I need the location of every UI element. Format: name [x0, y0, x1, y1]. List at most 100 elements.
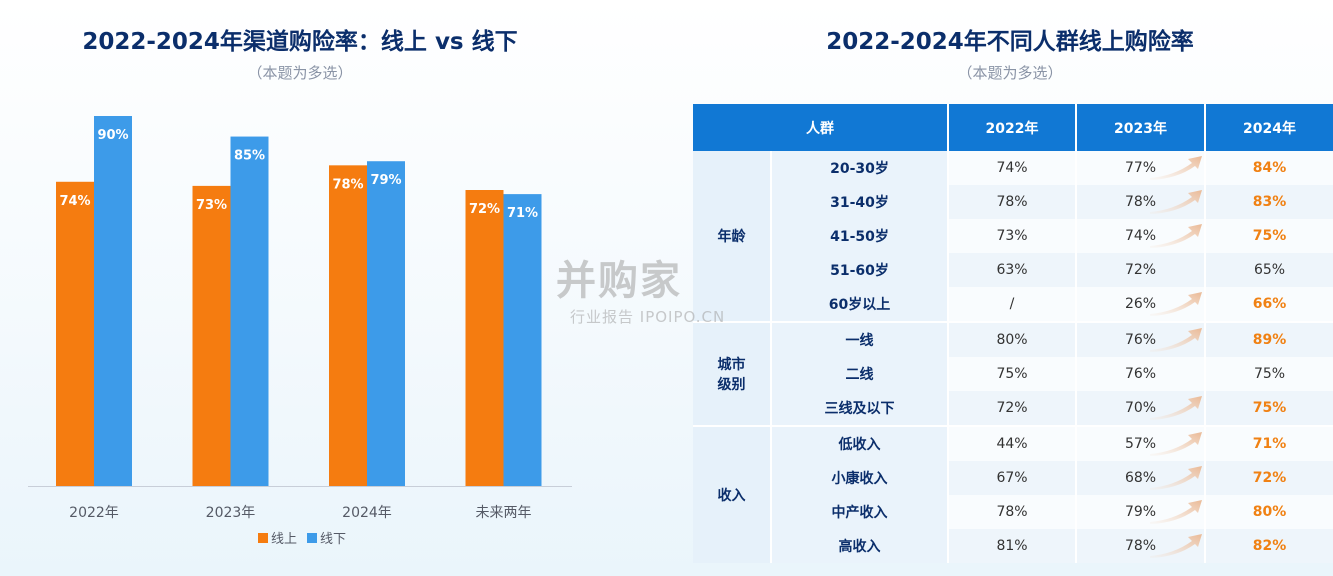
table-row: 二线 75% 76% 75% — [693, 357, 1333, 391]
legend-item: 线下 — [307, 528, 346, 547]
group-label: 收入 — [693, 425, 771, 563]
legend-label: 线上 — [271, 532, 298, 547]
value-2024: 89% — [1204, 321, 1333, 357]
bar-value-label: 73% — [196, 198, 227, 213]
value-2022: 75% — [947, 357, 1076, 391]
value-2022: 44% — [947, 425, 1076, 461]
bar-value-label: 79% — [370, 173, 401, 188]
value-2023-text: 57% — [1124, 436, 1157, 452]
value-2023-text: 77% — [1124, 160, 1157, 176]
value-2022: 73% — [947, 219, 1076, 253]
table-row: 年龄 20-30岁 74% 77% 84% — [693, 151, 1333, 322]
value-2024: 71% — [1204, 425, 1333, 461]
bar-value-label: 72% — [469, 202, 500, 217]
value-2024: 75% — [1204, 219, 1333, 253]
value-2024: 75% — [1204, 357, 1333, 391]
segment-label: 51-60岁 — [770, 253, 948, 287]
segment-label: 小康收入 — [770, 461, 948, 495]
legend-swatch — [258, 532, 268, 543]
value-2023-text: 26% — [1124, 296, 1157, 312]
value-2023-text: 79% — [1124, 504, 1157, 520]
table-row: 城市 级别 一线 80% 76% 89% — [693, 321, 1333, 426]
bar-value-label: 90% — [97, 128, 128, 143]
bar-线上-未来两年 — [465, 190, 504, 486]
value-2022: 74% — [947, 151, 1076, 185]
value-2023: 76% — [1075, 321, 1205, 357]
table-row: 三线及以下 72% 70% 75% — [693, 391, 1333, 426]
segment-label: 低收入 — [770, 425, 948, 461]
legend-swatch — [307, 532, 318, 543]
segment-label: 高收入 — [770, 529, 948, 563]
header-cell: 2024年 — [1204, 104, 1333, 151]
value-2023-text: 72% — [1124, 262, 1157, 278]
table-row: 中产收入 78% 79% 80% — [693, 495, 1333, 529]
bar-线上-2023年 — [192, 185, 231, 486]
channel-bar-chart: 74% 90% 2022年 73% 85% 2023年 78% 79% 2024年 72% 71% 未… — [28, 116, 572, 521]
segment-label: 一线 — [770, 321, 948, 357]
value-2024: 72% — [1204, 461, 1333, 495]
bar-chart-title: 2022-2024年渠道购险率：线上 vs 线下 — [82, 29, 518, 55]
table-row: 高收入 81% 78% 82% — [693, 529, 1333, 563]
segment-label: 60岁以上 — [770, 287, 948, 322]
segment-label: 中产收入 — [770, 495, 948, 529]
header-cell: 2023年 — [1075, 104, 1205, 151]
table-row: 41-50岁 73% 74% 75% — [693, 219, 1333, 253]
value-2023: 70% — [1075, 391, 1205, 426]
value-2023: 57% — [1075, 425, 1205, 461]
value-2024: 84% — [1204, 151, 1333, 185]
value-2023-text: 68% — [1124, 470, 1157, 486]
bar-线下-2022年 — [94, 116, 132, 486]
category-label: 2022年 — [69, 505, 119, 521]
header-cell: 人群 — [693, 104, 948, 151]
value-2022: 72% — [947, 391, 1076, 426]
value-2023: 78% — [1075, 185, 1205, 219]
segment-label: 41-50岁 — [770, 219, 948, 253]
value-2022: / — [947, 287, 1076, 322]
category-label: 2023年 — [206, 505, 256, 521]
online-rate-table: 人群 2022年 2023年 2024年 年龄 20-30岁 74% 77% 84% 31-40… — [693, 104, 1333, 563]
value-2022: 67% — [947, 461, 1076, 495]
value-2023: 76% — [1075, 357, 1205, 391]
value-2023: 78% — [1075, 529, 1205, 563]
table-row: 31-40岁 78% 78% 83% — [693, 185, 1333, 219]
category-label: 未来两年 — [476, 505, 532, 521]
value-2022: 81% — [947, 529, 1076, 563]
value-2023: 77% — [1075, 151, 1205, 185]
table-row: 60岁以上/ 26% 66% — [693, 287, 1333, 322]
value-2023-text: 76% — [1124, 332, 1157, 348]
table-subtitle: （本题为多选） — [957, 64, 1063, 82]
table-row: 51-60岁 63% 72% 65% — [693, 253, 1333, 287]
value-2023-text: 74% — [1124, 228, 1157, 244]
bar-value-label: 85% — [234, 149, 265, 164]
bar-线上-2022年 — [56, 181, 94, 486]
bar-value-label: 71% — [507, 206, 538, 221]
segment-label: 三线及以下 — [770, 391, 948, 426]
value-2022: 63% — [947, 253, 1076, 287]
table-row: 小康收入 67% 68% 72% — [693, 461, 1333, 495]
value-2022: 78% — [947, 495, 1076, 529]
value-2023: 26% — [1075, 287, 1205, 322]
value-2023: 68% — [1075, 461, 1205, 495]
bar-value-label: 78% — [332, 177, 363, 192]
table-title: 2022-2024年不同人群线上购险率 — [826, 29, 1194, 55]
value-2024: 66% — [1204, 287, 1333, 322]
value-2023: 72% — [1075, 253, 1205, 287]
legend-item: 线上 — [258, 528, 297, 547]
value-2023: 79% — [1075, 495, 1205, 529]
segment-label: 31-40岁 — [770, 185, 948, 219]
value-2023: 74% — [1075, 219, 1205, 253]
header-cell: 2022年 — [947, 104, 1076, 151]
bar-线下-2023年 — [230, 136, 269, 487]
value-2022: 78% — [947, 185, 1076, 219]
group-label: 年龄 — [693, 151, 771, 322]
bar-线上-2024年 — [329, 165, 367, 486]
value-2022: 80% — [947, 321, 1076, 357]
bar-value-label: 74% — [59, 194, 90, 209]
value-2024: 80% — [1204, 495, 1333, 529]
value-2023-text: 78% — [1124, 194, 1157, 210]
value-2024: 75% — [1204, 391, 1333, 426]
segment-label: 20-30岁 — [770, 151, 948, 185]
chart-legend: 线上 线下 — [258, 528, 346, 547]
bar-线下-未来两年 — [503, 194, 542, 486]
category-label: 2024年 — [342, 505, 392, 521]
